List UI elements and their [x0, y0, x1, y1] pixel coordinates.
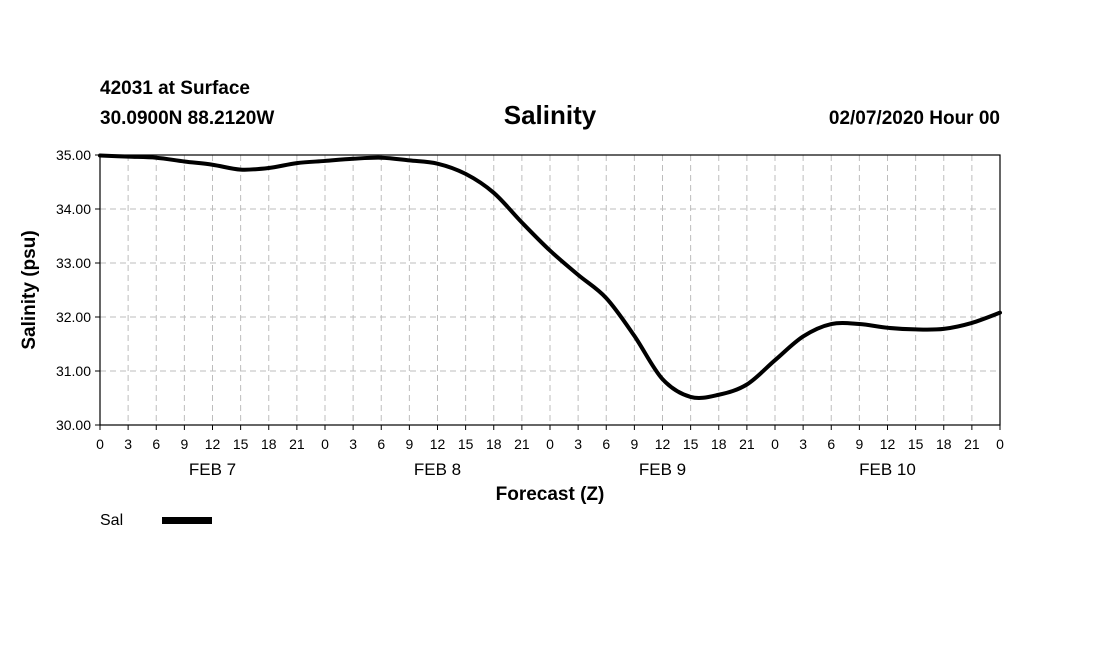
legend-swatch-sal	[162, 517, 212, 524]
x-tick-label: 3	[124, 436, 132, 452]
forecast-date-label: 02/07/2020 Hour 00	[829, 108, 1000, 129]
y-tick-label: 30.00	[56, 417, 91, 433]
x-tick-label: 6	[827, 436, 835, 452]
x-tick-label: 15	[233, 436, 249, 452]
x-tick-label: 3	[799, 436, 807, 452]
legend: Sal	[100, 512, 212, 529]
x-tick-label: 3	[574, 436, 582, 452]
x-tick-label: 18	[936, 436, 952, 452]
x-tick-label: 15	[683, 436, 699, 452]
x-tick-label: 6	[377, 436, 385, 452]
y-tick-label: 33.00	[56, 255, 91, 271]
x-tick-label: 21	[964, 436, 980, 452]
x-tick-label: 15	[908, 436, 924, 452]
x-tick-label: 0	[321, 436, 329, 452]
x-tick-label: 3	[349, 436, 357, 452]
y-axis-ticks: 30.00 31.00 32.00 33.00 34.00 35.00	[56, 147, 100, 433]
x-tick-label: 6	[602, 436, 610, 452]
x-axis-label: Forecast (Z)	[496, 484, 605, 505]
x-tick-label: 21	[739, 436, 755, 452]
x-tick-label: 18	[486, 436, 502, 452]
day-label: FEB 10	[859, 460, 916, 479]
chart-title: Salinity	[504, 100, 597, 130]
x-axis-ticks: 0 3 6 9 12 15 18 21 0 3 6 9 12 15 18 21 0 3 6 9 12 15 18 21 0 3 6 9…	[96, 425, 1004, 452]
x-tick-label: 9	[855, 436, 863, 452]
y-axis-label: Salinity (psu)	[19, 230, 40, 349]
x-tick-label: 15	[458, 436, 474, 452]
x-tick-label: 0	[771, 436, 779, 452]
legend-label-sal: Sal	[100, 512, 123, 529]
x-tick-label: 0	[996, 436, 1004, 452]
plot-frame	[99, 154, 1001, 426]
station-label: 42031 at Surface	[100, 78, 250, 99]
x-tick-label: 12	[430, 436, 446, 452]
x-tick-label: 9	[180, 436, 188, 452]
day-label: FEB 9	[639, 460, 686, 479]
y-tick-label: 35.00	[56, 147, 91, 163]
x-tick-label: 9	[405, 436, 413, 452]
y-tick-label: 32.00	[56, 309, 91, 325]
x-tick-label: 12	[880, 436, 896, 452]
x-tick-label: 18	[711, 436, 727, 452]
y-tick-label: 34.00	[56, 201, 91, 217]
x-tick-label: 21	[289, 436, 305, 452]
day-label: FEB 8	[414, 460, 461, 479]
day-labels: FEB 7 FEB 8 FEB 9 FEB 10	[189, 460, 916, 479]
x-tick-label: 12	[655, 436, 671, 452]
x-tick-label: 9	[630, 436, 638, 452]
y-tick-label: 31.00	[56, 363, 91, 379]
coordinates-label: 30.0900N 88.2120W	[100, 108, 274, 129]
x-tick-label: 0	[546, 436, 554, 452]
x-tick-label: 6	[152, 436, 160, 452]
x-tick-label: 21	[514, 436, 530, 452]
x-tick-label: 0	[96, 436, 104, 452]
x-tick-label: 18	[261, 436, 277, 452]
grid-lines	[100, 155, 1000, 425]
x-tick-label: 12	[205, 436, 221, 452]
series-line-sal	[98, 153, 1002, 400]
day-label: FEB 7	[189, 460, 236, 479]
